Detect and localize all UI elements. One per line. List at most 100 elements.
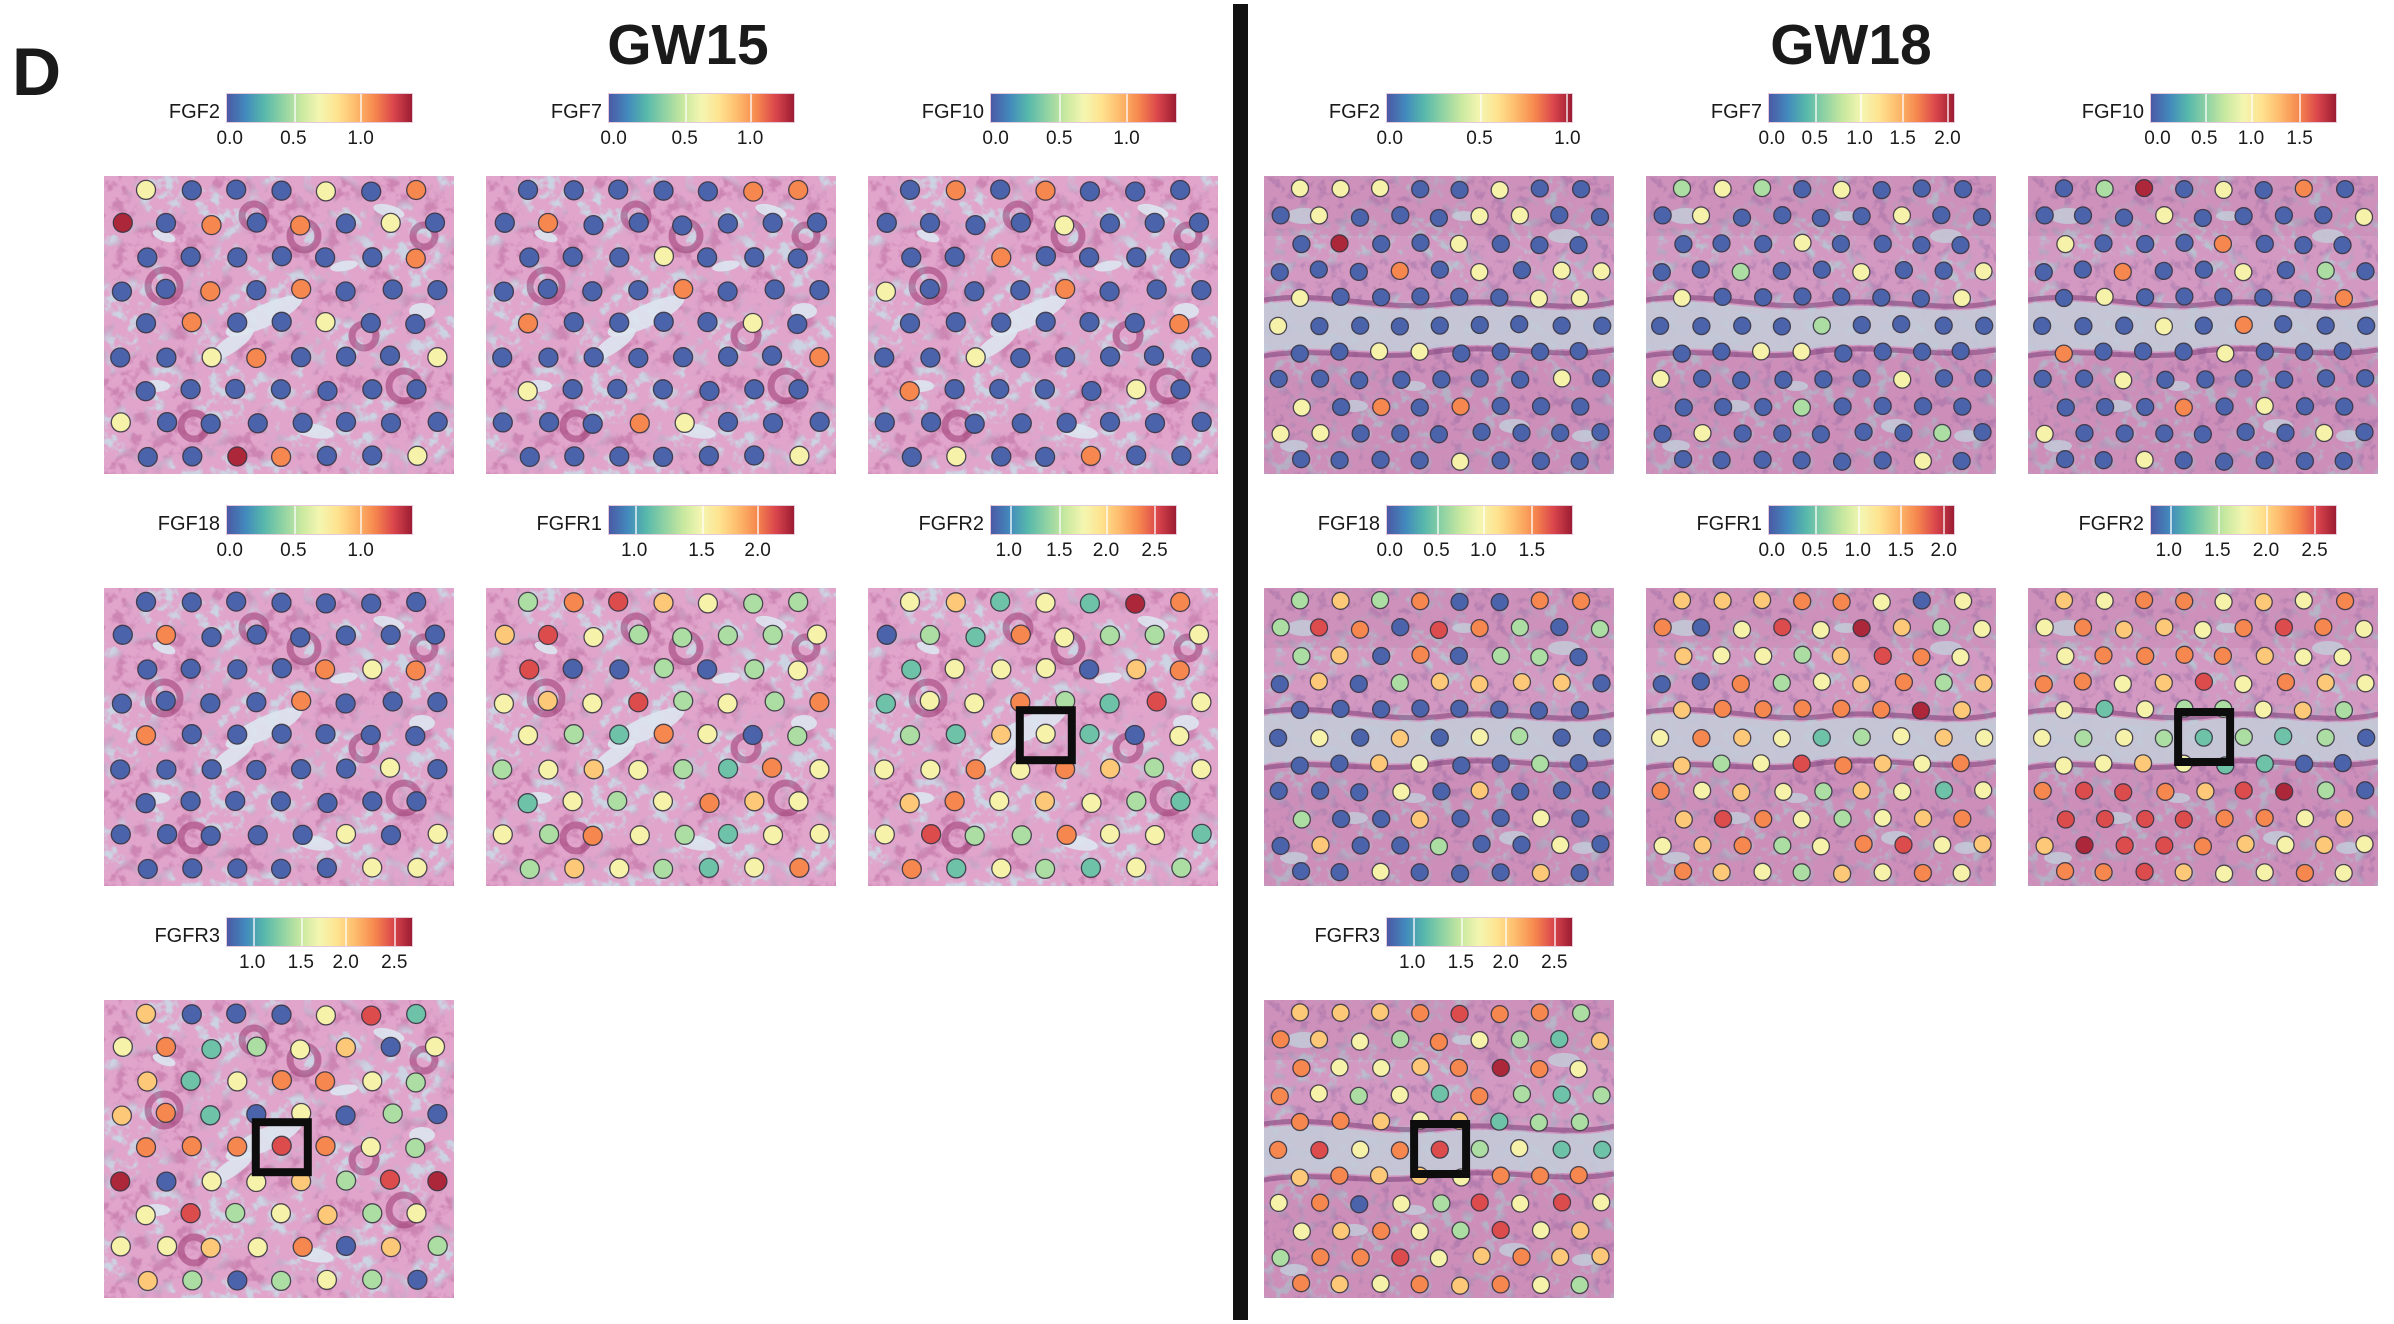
expression-spot [899,313,921,334]
colorbar-tick-label: 2.0 [744,540,771,561]
expression-spot [1732,783,1751,802]
expression-spot [2275,370,2294,389]
tissue-band-edge [2028,294,2378,309]
expression-spot [1571,1221,1590,1240]
colorbar-tick-label: 0.5 [671,128,698,149]
expression-spot [674,824,695,846]
colorbar-tick-mark [1153,506,1156,534]
colorbar-fgf18-gw15 [226,505,413,535]
expression-spot [1512,835,1531,854]
expression-spot [1811,837,1831,856]
expression-spot [2094,234,2113,253]
expression-spot [135,1137,157,1158]
expression-spot [1873,396,1892,416]
expression-spot [110,347,131,368]
expression-spot [427,1235,448,1257]
expression-spot [2294,754,2314,773]
expression-spot [1650,728,1670,748]
expression-spot [944,791,965,812]
colorbar-tick-mark [2217,506,2220,534]
expression-spot [1331,591,1350,610]
expression-spot [1570,1113,1590,1132]
expression-spot [112,1036,133,1057]
colorbar-tick-mark [1436,506,1439,534]
expression-spot [1079,311,1100,333]
expression-spot [1653,206,1672,225]
expression-spot [652,379,674,400]
colorbar-tick-mark [1059,94,1062,122]
expression-spot [155,212,177,234]
expression-spot [1349,262,1368,282]
expression-spot [789,445,810,466]
expression-spot [1056,824,1077,846]
colorbar-tick-label: 1.5 [1887,540,1914,561]
expression-spot [899,179,921,201]
expression-spot [335,281,356,302]
expression-spot [1170,591,1191,613]
expression-spot [1451,1221,1470,1240]
expression-spot [1591,422,1610,442]
expression-spot [1673,450,1693,469]
expression-spot [1894,835,1913,854]
expression-spot [1410,398,1429,417]
expression-spot [1530,754,1550,773]
expression-spot [1872,180,1891,200]
expression-spot [2114,783,2133,802]
expression-spot [2333,647,2352,667]
tissue-image-fgfr1-gw18 [1646,588,1996,886]
expression-spot [920,759,941,780]
expression-spot [2135,288,2155,307]
expression-spot [1972,619,1992,639]
expression-spot [1569,341,1588,361]
expression-spot [2134,178,2154,198]
expression-spot [1531,1275,1551,1295]
expression-spot [156,1236,178,1257]
expression-spot [628,280,649,301]
expression-spot [1591,1246,1610,1266]
tissue-duct-ring [409,221,439,251]
expression-spot [1951,647,1970,667]
expression-spot [1311,423,1330,443]
expression-spot [1470,727,1489,747]
expression-spot [1271,206,1290,225]
expression-spot [562,791,583,812]
expression-spot [1569,753,1588,773]
expression-spot [494,624,515,645]
expression-spot [1510,206,1530,225]
expression-spot [563,312,584,333]
expression-spot [2054,179,2074,198]
expression-spot [1892,618,1912,637]
expression-spot [1330,1275,1349,1294]
expression-spot [1852,781,1871,800]
expression-spot [2113,674,2132,694]
expression-spot [247,413,268,434]
expression-spot [2294,179,2313,198]
expression-spot [1079,181,1101,202]
expression-spot [583,214,604,236]
tissue-lumen [1452,1035,1476,1045]
expression-spot [1491,1058,1510,1078]
colorbar-tick-label: 1.5 [287,952,314,973]
expression-spot [628,347,649,369]
expression-spot [2156,782,2175,801]
expression-spot [762,412,784,434]
expression-spot [201,626,222,648]
expression-spot [405,1137,426,1159]
expression-spot [2334,289,2354,308]
expression-spot [1872,288,1891,307]
expression-spot [1873,342,1892,361]
gene-label-fgf2-gw18: FGF2 [1328,101,1380,123]
expression-spot [964,413,985,434]
expression-spot [314,247,336,268]
expression-spot [1391,1030,1410,1049]
expression-spot [1593,1140,1612,1159]
expression-spot [1832,864,1852,883]
expression-spot [1490,180,1509,200]
tissue-image-fgf18-gw18 [1264,588,1614,886]
expression-spot [1472,1246,1491,1266]
expression-spot [1330,1058,1349,1077]
expression-spot [1491,1166,1510,1185]
expression-spot [1309,206,1329,225]
gene-label-fgf2-gw15: FGF2 [168,101,220,123]
expression-spot [290,627,311,648]
